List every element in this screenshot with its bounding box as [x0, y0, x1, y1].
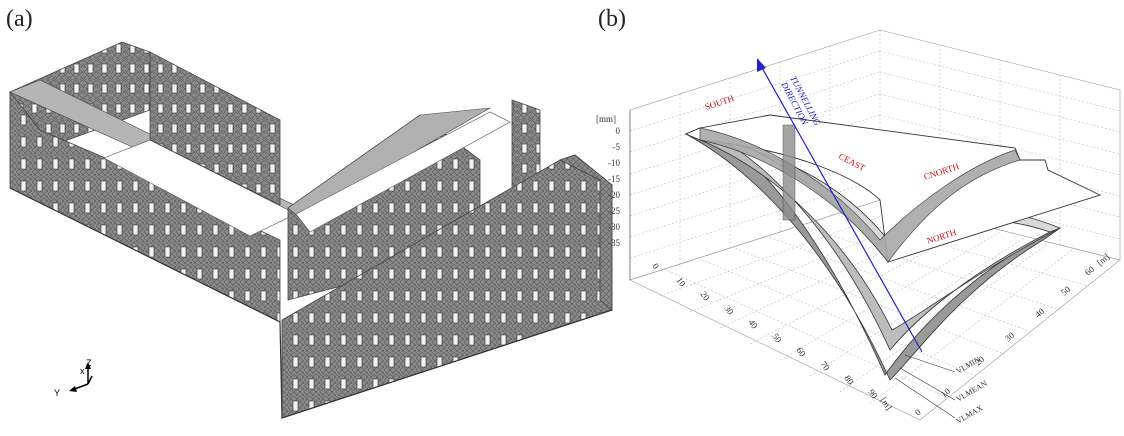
- curve-label-vlmax: VLMAX: [955, 403, 985, 426]
- building-model: [9, 41, 613, 419]
- y-axis: 0 10 20 30 40 50 60 [m]: [913, 252, 1111, 418]
- x-tick-8: 80: [842, 373, 856, 387]
- x-tick-0: 0: [650, 261, 661, 271]
- z-tick-0: 0: [616, 126, 621, 136]
- courtyard-east: [295, 111, 511, 233]
- z-tick-2: -10: [608, 158, 620, 168]
- x-tick-6: 60: [794, 345, 808, 359]
- settlement-trough-upper: [699, 127, 1021, 263]
- building-roof-east: [287, 107, 491, 219]
- y-tick-4: 40: [1033, 306, 1047, 320]
- x-tick-1: 10: [674, 275, 688, 289]
- axis-label-y: Y: [54, 388, 60, 398]
- z-tick-7: -35: [608, 238, 620, 248]
- region-label-south: SOUTH: [704, 93, 736, 112]
- z-tick-4: -20: [608, 190, 620, 200]
- tunnelling-direction-arrow: [760, 65, 923, 353]
- z-tick-1: -5: [613, 142, 621, 152]
- y-tick-0: 0: [913, 407, 923, 418]
- axis-label-z: Z: [86, 358, 92, 368]
- panel-label-b: (b): [598, 6, 626, 32]
- z-axis: [mm] 0 -5 -10 -15 -20 -25 -30 -35: [596, 110, 631, 280]
- y-tick-5: 50: [1059, 284, 1073, 298]
- x-tick-5: 50: [770, 331, 784, 345]
- y-axis-unit: [m]: [1095, 252, 1111, 268]
- x-tick-4: 40: [746, 317, 760, 331]
- z-tick-3: -15: [608, 174, 620, 184]
- building-wall-inner: [149, 51, 281, 206]
- x-tick-9: 90: [866, 387, 880, 401]
- x-axis-unit: [m]: [878, 395, 894, 411]
- building-base-edge: [9, 187, 613, 419]
- x-tick-7: 70: [818, 359, 832, 373]
- settlement-plot: TUNNELLING DIRECTION SOUTH CEAST CNORTH …: [596, 29, 1121, 426]
- y-tick-3: 30: [1003, 330, 1017, 344]
- x-tick-3: 30: [722, 303, 736, 317]
- z-axis-unit: [mm]: [596, 114, 616, 124]
- axis-label-x: x: [80, 366, 85, 376]
- panel-label-a: (a): [6, 6, 33, 32]
- x-tick-2: 20: [698, 289, 712, 303]
- z-tick-6: -30: [608, 222, 620, 232]
- curve-label-vlmean: VLMEAN: [955, 379, 989, 404]
- tunnelling-arrow-head: [757, 58, 766, 72]
- coordinate-triad: Z x Y: [54, 358, 93, 398]
- z-tick-5: -25: [608, 206, 620, 216]
- y-tick-6: 60: [1083, 264, 1097, 278]
- tunnel-shaft-marker: [782, 124, 796, 221]
